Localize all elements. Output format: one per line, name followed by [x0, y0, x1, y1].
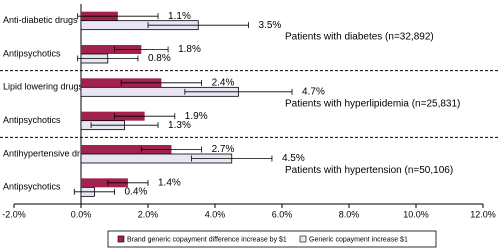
error-bar — [107, 179, 149, 186]
x-tick-label: 0.0% — [71, 209, 92, 219]
error-bar — [147, 22, 249, 29]
category-label: Lipid lowering drugs — [3, 82, 84, 92]
error-bar — [114, 46, 169, 53]
error-bar — [191, 155, 273, 162]
legend-label: Brand generic copayment difference incre… — [127, 236, 287, 243]
error-bar — [184, 88, 293, 95]
error-bar — [73, 188, 115, 195]
error-bar — [90, 122, 159, 129]
x-tick-label: 4.0% — [205, 209, 226, 219]
bar — [81, 145, 172, 154]
error-bar — [77, 13, 159, 20]
bar — [81, 178, 128, 188]
category-label: Antipsychotics — [3, 48, 61, 58]
error-bar — [140, 146, 203, 153]
category-label: Antipsychotics — [3, 115, 61, 125]
value-label: 2.4% — [212, 77, 235, 88]
value-label: 0.8% — [148, 53, 171, 64]
group-annotation: Patients with hyperlipidemia (n=25,831) — [285, 98, 460, 109]
legend-swatch — [117, 235, 125, 243]
value-label: 2.7% — [212, 144, 235, 155]
value-label: 1.9% — [185, 111, 208, 122]
x-tick-label: 2.0% — [138, 209, 159, 219]
error-bar — [120, 79, 203, 86]
x-tick-label: 12.0% — [470, 209, 496, 219]
category-label: Anti-diabetic drugs — [3, 15, 78, 25]
error-bar — [114, 113, 176, 120]
value-label: 4.7% — [302, 86, 325, 97]
error-bar — [77, 55, 139, 62]
value-label: 1.4% — [158, 177, 181, 188]
value-label: 1.3% — [168, 120, 191, 131]
x-tick-label: 8.0% — [339, 209, 360, 219]
group-annotation: Patients with hypertension (n=50,106) — [285, 165, 453, 176]
category-label: Antihypertensive drugs — [3, 148, 95, 158]
value-label: 1.1% — [168, 11, 191, 22]
legend-label: Generic copayment increase $1 — [309, 236, 408, 243]
group-annotation: Patients with diabetes (n=32,892) — [285, 32, 434, 43]
value-label: 4.5% — [282, 153, 305, 164]
legend-box — [107, 230, 437, 248]
bar — [81, 111, 145, 121]
legend-swatch — [299, 235, 307, 243]
x-tick-label: 6.0% — [272, 209, 293, 219]
value-label: 0.4% — [125, 186, 148, 197]
value-label: 1.8% — [178, 44, 201, 55]
x-tick-label: -2.0% — [2, 209, 26, 219]
value-label: 3.5% — [259, 20, 282, 31]
category-label: Antipsychotics — [3, 182, 61, 192]
x-tick-label: 10.0% — [403, 209, 429, 219]
bar — [81, 45, 142, 54]
